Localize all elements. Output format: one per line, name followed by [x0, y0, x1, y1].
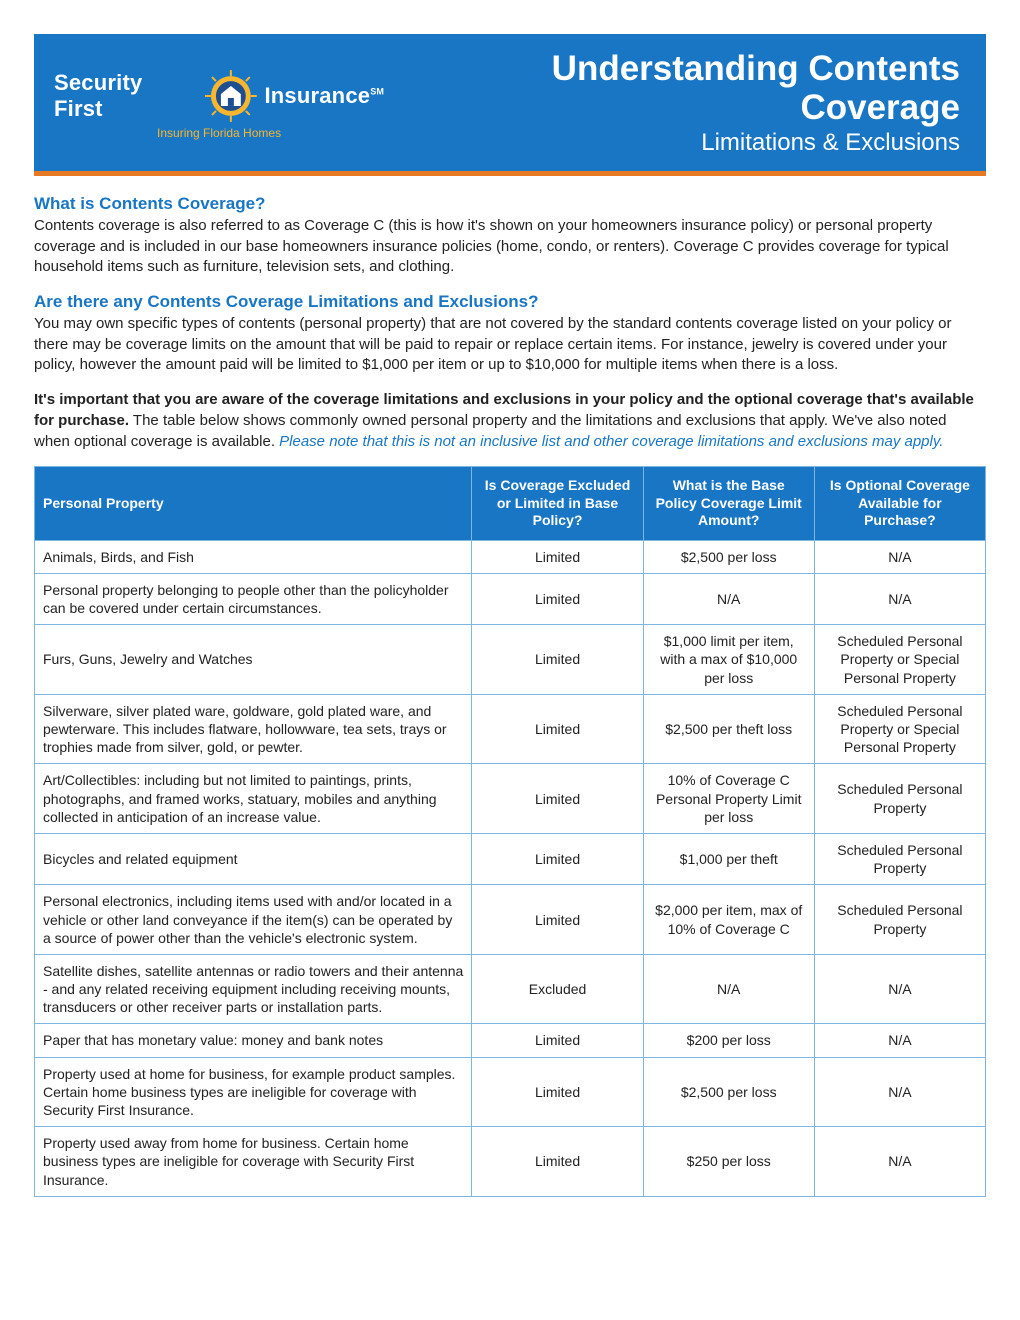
cell-optional: Scheduled Personal Property or Special P…	[814, 625, 985, 695]
section2-heading: Are there any Contents Coverage Limitati…	[34, 292, 986, 312]
cell-status: Limited	[472, 540, 643, 573]
cell-property: Paper that has monetary value: money and…	[35, 1024, 472, 1057]
banner-title-block: Understanding Contents Coverage Limitati…	[384, 50, 960, 157]
cell-limit: $250 per loss	[643, 1127, 814, 1197]
cell-property: Personal electronics, including items us…	[35, 885, 472, 955]
cell-limit: $2,500 per theft loss	[643, 694, 814, 764]
cell-status: Limited	[472, 694, 643, 764]
cell-property: Furs, Guns, Jewelry and Watches	[35, 625, 472, 695]
th-status: Is Coverage Excluded or Limited in Base …	[472, 467, 643, 541]
house-sun-icon	[203, 68, 259, 124]
cell-limit: $1,000 limit per item, with a max of $10…	[643, 625, 814, 695]
cell-property: Art/Collectibles: including but not limi…	[35, 764, 472, 834]
th-property: Personal Property	[35, 467, 472, 541]
cell-optional: N/A	[814, 1024, 985, 1057]
table-row: Silverware, silver plated ware, goldware…	[35, 694, 986, 764]
cell-limit: N/A	[643, 573, 814, 624]
section1-heading: What is Contents Coverage?	[34, 194, 986, 214]
cell-status: Excluded	[472, 954, 643, 1024]
table-row: Property used away from home for busines…	[35, 1127, 986, 1197]
cell-optional: N/A	[814, 573, 985, 624]
section2-body: You may own specific types of contents (…	[34, 314, 986, 376]
cell-status: Limited	[472, 885, 643, 955]
section3-italic: Please note that this is not an inclusiv…	[279, 433, 943, 450]
section3-body: It's important that you are aware of the…	[34, 390, 986, 452]
cell-status: Limited	[472, 764, 643, 834]
table-row: Personal property belonging to people ot…	[35, 573, 986, 624]
table-row: Personal electronics, including items us…	[35, 885, 986, 955]
cell-limit: N/A	[643, 954, 814, 1024]
header-banner: Security First	[34, 34, 986, 176]
th-limit: What is the Base Policy Coverage Limit A…	[643, 467, 814, 541]
th-optional: Is Optional Coverage Available for Purch…	[814, 467, 985, 541]
table-row: Property used at home for business, for …	[35, 1057, 986, 1127]
cell-limit: $2,500 per loss	[643, 1057, 814, 1127]
table-row: Satellite dishes, satellite antennas or …	[35, 954, 986, 1024]
cell-property: Animals, Birds, and Fish	[35, 540, 472, 573]
cell-property: Satellite dishes, satellite antennas or …	[35, 954, 472, 1024]
table-row: Art/Collectibles: including but not limi…	[35, 764, 986, 834]
table-header: Personal Property Is Coverage Excluded o…	[35, 467, 986, 541]
cell-property: Property used away from home for busines…	[35, 1127, 472, 1197]
page-subtitle: Limitations & Exclusions	[384, 129, 960, 157]
content-area: What is Contents Coverage? Contents cove…	[34, 176, 986, 1197]
cell-status: Limited	[472, 833, 643, 884]
coverage-table: Personal Property Is Coverage Excluded o…	[34, 466, 986, 1197]
table-row: Furs, Guns, Jewelry and WatchesLimited$1…	[35, 625, 986, 695]
cell-property: Silverware, silver plated ware, goldware…	[35, 694, 472, 764]
cell-limit: $200 per loss	[643, 1024, 814, 1057]
cell-optional: Scheduled Personal Property	[814, 885, 985, 955]
cell-status: Limited	[472, 625, 643, 695]
brand-top-row: Security First	[54, 68, 384, 124]
cell-status: Limited	[472, 1127, 643, 1197]
page-title: Understanding Contents Coverage	[384, 50, 960, 127]
cell-optional: N/A	[814, 540, 985, 573]
cell-optional: N/A	[814, 1057, 985, 1127]
cell-status: Limited	[472, 1057, 643, 1127]
brand-sm: SM	[370, 86, 384, 96]
brand-text-left: Security First	[54, 70, 197, 122]
cell-status: Limited	[472, 573, 643, 624]
cell-optional: Scheduled Personal Property or Special P…	[814, 694, 985, 764]
cell-status: Limited	[472, 1024, 643, 1057]
table-row: Bicycles and related equipmentLimited$1,…	[35, 833, 986, 884]
cell-optional: Scheduled Personal Property	[814, 833, 985, 884]
cell-property: Bicycles and related equipment	[35, 833, 472, 884]
brand-tagline: Insuring Florida Homes	[157, 126, 281, 140]
table-row: Paper that has monetary value: money and…	[35, 1024, 986, 1057]
cell-optional: N/A	[814, 954, 985, 1024]
brand-block: Security First	[54, 68, 384, 140]
cell-optional: Scheduled Personal Property	[814, 764, 985, 834]
cell-limit: $2,000 per item, max of 10% of Coverage …	[643, 885, 814, 955]
cell-limit: $1,000 per theft	[643, 833, 814, 884]
table-body: Animals, Birds, and FishLimited$2,500 pe…	[35, 540, 986, 1196]
section1-body: Contents coverage is also referred to as…	[34, 216, 986, 278]
page: Security First	[0, 0, 1020, 1217]
cell-limit: 10% of Coverage C Personal Property Limi…	[643, 764, 814, 834]
cell-optional: N/A	[814, 1127, 985, 1197]
cell-limit: $2,500 per loss	[643, 540, 814, 573]
cell-property: Personal property belonging to people ot…	[35, 573, 472, 624]
brand-text-right: InsuranceSM	[264, 83, 384, 109]
table-row: Animals, Birds, and FishLimited$2,500 pe…	[35, 540, 986, 573]
cell-property: Property used at home for business, for …	[35, 1057, 472, 1127]
